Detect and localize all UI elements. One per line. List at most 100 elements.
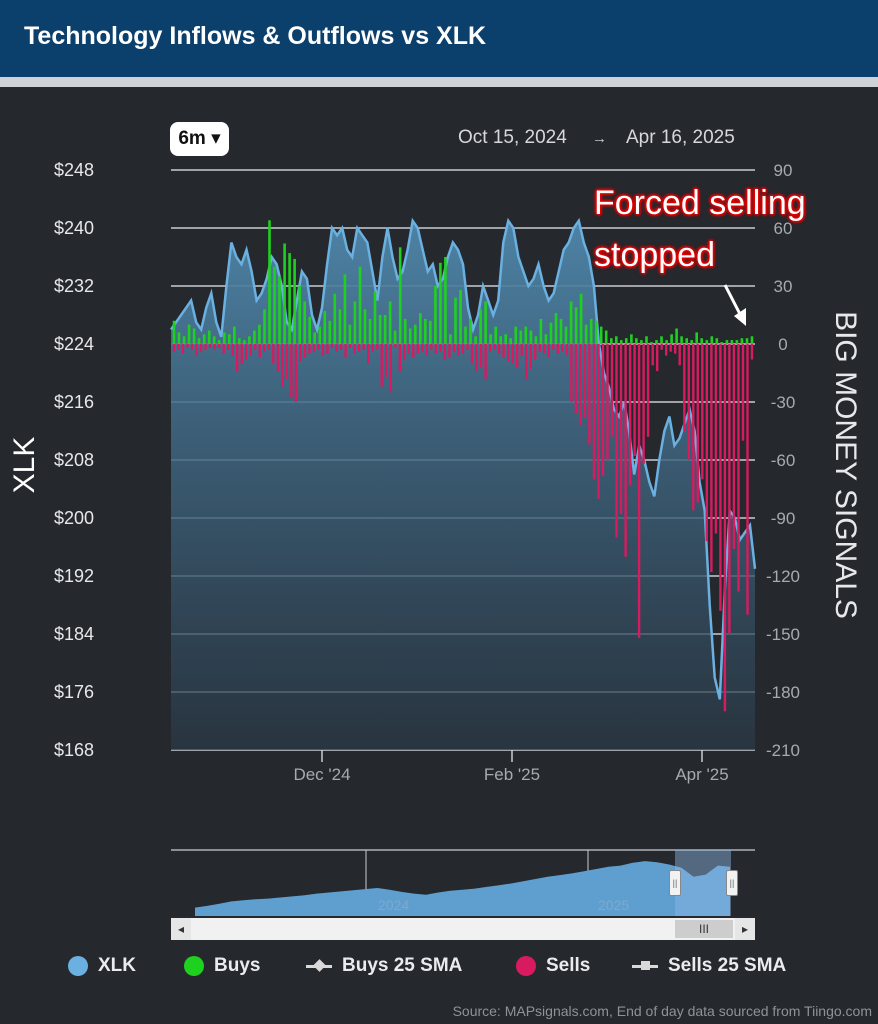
buy-bar [449, 334, 452, 344]
buy-bar [258, 324, 261, 344]
sell-bar [750, 344, 754, 360]
buy-bar [172, 320, 176, 344]
buy-bar [444, 257, 447, 344]
xlk-area [171, 220, 755, 751]
sell-bar [236, 344, 239, 372]
buy-bar [645, 336, 648, 344]
sell-bar [493, 344, 496, 350]
right-tick-label: -150 [766, 625, 800, 644]
sell-bar [728, 344, 731, 634]
buy-bar [745, 338, 749, 344]
annotation-line-2: stopped [594, 236, 715, 274]
sell-bar [240, 344, 243, 364]
sell-bar [534, 344, 537, 360]
buy-bar [212, 336, 216, 344]
buy-bar [700, 338, 703, 344]
navigator-selection [675, 850, 731, 916]
right-tick-label: -180 [766, 683, 800, 702]
header-separator [0, 77, 878, 87]
buy-bar [494, 326, 497, 344]
navigator-right-handle[interactable]: || [726, 870, 738, 896]
left-tick-label: $216 [54, 392, 94, 412]
buy-bar [479, 309, 482, 344]
sell-bar [574, 344, 578, 414]
scroll-left-button[interactable]: ◂ [171, 918, 191, 940]
sell-bar [263, 344, 266, 352]
sell-bar [190, 344, 194, 350]
sell-bar [624, 344, 627, 557]
sell-bar [443, 344, 447, 360]
buy-bar [459, 289, 462, 344]
navigator-left-handle[interactable]: || [669, 870, 681, 896]
buy-bar [182, 336, 186, 344]
sell-bar [714, 344, 718, 534]
x-tick-label: Apr '25 [675, 765, 728, 784]
sell-bar [646, 344, 650, 437]
buy-bar [338, 309, 342, 344]
sell-bar [674, 344, 677, 354]
buy-bar [363, 309, 367, 344]
sell-bar [633, 344, 636, 457]
buy-bar [630, 334, 633, 344]
sell-bar [588, 344, 591, 445]
sell-bar [687, 344, 690, 460]
buy-bar [383, 315, 387, 344]
sell-bar [335, 344, 338, 352]
buy-bar [424, 318, 427, 344]
buy-bar [454, 297, 457, 344]
buy-bar [393, 330, 397, 344]
scroll-thumb[interactable]: III [675, 920, 733, 938]
sell-bar [583, 344, 587, 418]
navigator-scrollbar[interactable]: ◂ III ▸ [171, 918, 755, 940]
left-tick-label: $200 [54, 508, 94, 528]
buy-bar [253, 330, 256, 344]
left-axis-title: XLK [8, 437, 41, 494]
sell-bar [570, 344, 573, 402]
legend-item-sells-sma[interactable]: Sells 25 SMA [632, 952, 786, 980]
left-tick-label: $224 [54, 334, 94, 354]
sell-bar [172, 344, 176, 352]
buy-bar [489, 334, 492, 344]
legend-item-xlk[interactable]: XLK [68, 952, 136, 980]
buy-bar [439, 262, 442, 344]
sell-bar [732, 344, 736, 549]
right-tick-label: 60 [774, 219, 793, 238]
buy-bar [434, 286, 437, 344]
buy-bar [529, 330, 533, 344]
date-from[interactable]: Oct 15, 2024 [458, 127, 567, 148]
sell-bar [660, 344, 663, 350]
sell-bar [479, 344, 483, 368]
x-tick-label: Feb '25 [484, 765, 540, 784]
buy-bar [635, 338, 638, 344]
buys-dot-icon [184, 956, 204, 976]
buy-bar [650, 342, 653, 344]
date-to[interactable]: Apr 16, 2025 [626, 127, 735, 148]
buy-bar [695, 332, 698, 344]
buy-bar [549, 322, 553, 344]
sell-bar [719, 344, 722, 611]
buy-bar [353, 301, 357, 344]
sell-bar [579, 344, 582, 426]
buy-bar [223, 332, 226, 344]
sell-bar [208, 344, 212, 348]
right-tick-label: 30 [774, 277, 793, 296]
range-selector-button[interactable]: 6m ▾ [170, 122, 229, 156]
sell-bar [177, 344, 180, 350]
chart-header: Technology Inflows & Outflows vs XLK [0, 0, 878, 77]
sell-bar [299, 344, 302, 362]
sell-bar [511, 344, 514, 364]
buy-bar [303, 301, 306, 344]
legend-item-buys[interactable]: Buys [184, 952, 260, 980]
scroll-right-button[interactable]: ▸ [735, 918, 755, 940]
buy-bar [228, 334, 231, 344]
sell-bar [461, 344, 465, 354]
buy-bar [333, 293, 337, 344]
sell-bar [245, 344, 248, 360]
legend-item-buys-sma[interactable]: Buys 25 SMA [306, 952, 462, 980]
legend-item-sells[interactable]: Sells [516, 952, 590, 980]
square-line-icon [632, 956, 658, 976]
sell-bar [452, 344, 456, 352]
legend-label-xlk: XLK [98, 955, 136, 976]
buy-bar [564, 326, 568, 344]
